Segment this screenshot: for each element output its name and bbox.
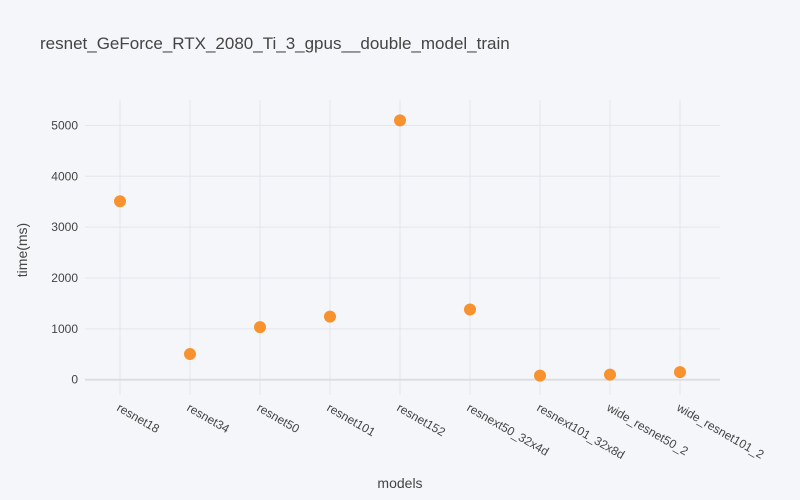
y-tick-label: 5000	[51, 118, 78, 132]
x-tick-label: resnet18	[115, 400, 163, 436]
y-axis-title: time(ms)	[14, 223, 30, 277]
data-point[interactable]	[254, 321, 266, 334]
x-tick-labels: resnet18 resnet34 resnet50 resnet101 resnet1…	[115, 400, 767, 462]
data-point[interactable]	[674, 366, 686, 379]
data-point[interactable]	[394, 114, 406, 127]
data-point[interactable]	[114, 195, 126, 208]
y-tick-label: 4000	[51, 169, 78, 183]
chart-title: resnet_GeForce_RTX_2080_Ti_3_gpus__doubl…	[40, 34, 510, 53]
y-tick-label: 1000	[51, 322, 78, 336]
x-axis-title: models	[377, 475, 422, 491]
x-tick-label: resnet50	[255, 400, 303, 436]
y-tick-label: 0	[71, 373, 78, 387]
y-tick-label: 3000	[51, 220, 78, 234]
x-tick-label: resnet152	[395, 400, 449, 439]
data-point[interactable]	[464, 303, 476, 316]
x-tick-label: wide_resnet101_2	[674, 400, 767, 462]
data-point[interactable]	[534, 369, 546, 382]
grid-layer	[85, 100, 720, 395]
data-points	[114, 114, 686, 382]
data-point[interactable]	[324, 310, 336, 323]
data-point[interactable]	[604, 368, 616, 381]
x-tick-label: resnet101	[325, 400, 379, 439]
y-tick-label: 2000	[51, 271, 78, 285]
data-point[interactable]	[184, 348, 196, 361]
x-tick-label: resnet34	[185, 400, 233, 436]
y-tick-labels: 0 1000 2000 3000 4000 5000	[51, 118, 78, 386]
